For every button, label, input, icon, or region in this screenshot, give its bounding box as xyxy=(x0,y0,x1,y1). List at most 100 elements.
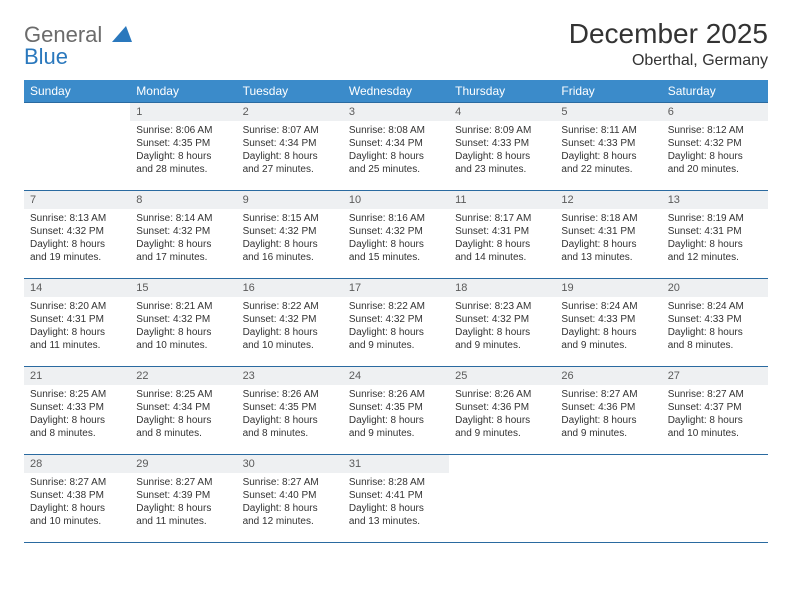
calendar-day-cell: 9Sunrise: 8:15 AMSunset: 4:32 PMDaylight… xyxy=(237,191,343,279)
calendar-day-cell: 3Sunrise: 8:08 AMSunset: 4:34 PMDaylight… xyxy=(343,103,449,191)
day-body: Sunrise: 8:21 AMSunset: 4:32 PMDaylight:… xyxy=(130,297,236,356)
day-number: 23 xyxy=(237,367,343,385)
day-info-line: Sunset: 4:32 PM xyxy=(243,313,337,326)
day-info-line: Sunset: 4:32 PM xyxy=(30,225,124,238)
day-info-line: Daylight: 8 hours xyxy=(30,238,124,251)
day-info-line: and 28 minutes. xyxy=(136,163,230,176)
logo-sail-icon xyxy=(112,26,132,42)
day-info-line: Sunset: 4:33 PM xyxy=(561,137,655,150)
day-info-line: Daylight: 8 hours xyxy=(243,150,337,163)
day-info-line: Sunrise: 8:22 AM xyxy=(349,300,443,313)
title-block: December 2025 Oberthal, Germany xyxy=(569,18,768,70)
day-info-line: Sunset: 4:37 PM xyxy=(668,401,762,414)
day-body xyxy=(24,121,130,128)
day-info-line: Sunrise: 8:25 AM xyxy=(30,388,124,401)
calendar-day-cell: 6Sunrise: 8:12 AMSunset: 4:32 PMDaylight… xyxy=(662,103,768,191)
day-info-line: Sunset: 4:34 PM xyxy=(349,137,443,150)
day-info-line: and 10 minutes. xyxy=(30,515,124,528)
day-info-line: Sunset: 4:32 PM xyxy=(243,225,337,238)
day-body: Sunrise: 8:27 AMSunset: 4:39 PMDaylight:… xyxy=(130,473,236,532)
day-info-line: Sunrise: 8:21 AM xyxy=(136,300,230,313)
calendar-week-row: 7Sunrise: 8:13 AMSunset: 4:32 PMDaylight… xyxy=(24,191,768,279)
weekday-header: Thursday xyxy=(449,80,555,103)
day-body: Sunrise: 8:20 AMSunset: 4:31 PMDaylight:… xyxy=(24,297,130,356)
day-info-line: Sunset: 4:39 PM xyxy=(136,489,230,502)
day-info-line: Sunrise: 8:11 AM xyxy=(561,124,655,137)
day-info-line: Daylight: 8 hours xyxy=(668,414,762,427)
day-info-line: and 8 minutes. xyxy=(668,339,762,352)
calendar-day-cell: 8Sunrise: 8:14 AMSunset: 4:32 PMDaylight… xyxy=(130,191,236,279)
day-info-line: Daylight: 8 hours xyxy=(349,502,443,515)
day-info-line: Daylight: 8 hours xyxy=(561,238,655,251)
day-info-line: Daylight: 8 hours xyxy=(455,238,549,251)
day-number: 18 xyxy=(449,279,555,297)
calendar-day-cell xyxy=(449,455,555,543)
day-info-line: and 16 minutes. xyxy=(243,251,337,264)
day-number: 4 xyxy=(449,103,555,121)
day-info-line: and 12 minutes. xyxy=(243,515,337,528)
day-info-line: and 15 minutes. xyxy=(349,251,443,264)
day-info-line: Sunrise: 8:13 AM xyxy=(30,212,124,225)
day-info-line: and 25 minutes. xyxy=(349,163,443,176)
day-info-line: Sunset: 4:34 PM xyxy=(136,401,230,414)
logo-word2: Blue xyxy=(24,44,68,69)
day-info-line: and 9 minutes. xyxy=(349,339,443,352)
day-info-line: Daylight: 8 hours xyxy=(30,414,124,427)
day-info-line: and 27 minutes. xyxy=(243,163,337,176)
day-number: 11 xyxy=(449,191,555,209)
day-info-line: and 19 minutes. xyxy=(30,251,124,264)
day-number: 9 xyxy=(237,191,343,209)
day-info-line: Daylight: 8 hours xyxy=(668,238,762,251)
day-info-line: Sunrise: 8:09 AM xyxy=(455,124,549,137)
day-info-line: Sunrise: 8:25 AM xyxy=(136,388,230,401)
calendar-day-cell: 14Sunrise: 8:20 AMSunset: 4:31 PMDayligh… xyxy=(24,279,130,367)
calendar-day-cell: 7Sunrise: 8:13 AMSunset: 4:32 PMDaylight… xyxy=(24,191,130,279)
day-info-line: Sunrise: 8:24 AM xyxy=(668,300,762,313)
day-info-line: Daylight: 8 hours xyxy=(243,326,337,339)
day-number: 19 xyxy=(555,279,661,297)
calendar-day-cell: 19Sunrise: 8:24 AMSunset: 4:33 PMDayligh… xyxy=(555,279,661,367)
calendar-day-cell: 13Sunrise: 8:19 AMSunset: 4:31 PMDayligh… xyxy=(662,191,768,279)
day-body: Sunrise: 8:26 AMSunset: 4:36 PMDaylight:… xyxy=(449,385,555,444)
day-body: Sunrise: 8:25 AMSunset: 4:34 PMDaylight:… xyxy=(130,385,236,444)
day-info-line: Sunset: 4:33 PM xyxy=(30,401,124,414)
day-info-line: Daylight: 8 hours xyxy=(30,502,124,515)
calendar-day-cell xyxy=(555,455,661,543)
day-info-line: and 12 minutes. xyxy=(668,251,762,264)
day-info-line: and 9 minutes. xyxy=(349,427,443,440)
day-number: 21 xyxy=(24,367,130,385)
calendar-day-cell: 24Sunrise: 8:26 AMSunset: 4:35 PMDayligh… xyxy=(343,367,449,455)
day-number: 26 xyxy=(555,367,661,385)
day-number: 14 xyxy=(24,279,130,297)
page-header: General Blue December 2025 Oberthal, Ger… xyxy=(24,18,768,70)
day-info-line: Sunrise: 8:12 AM xyxy=(668,124,762,137)
day-info-line: Sunrise: 8:26 AM xyxy=(243,388,337,401)
day-info-line: Sunrise: 8:27 AM xyxy=(30,476,124,489)
location: Oberthal, Germany xyxy=(569,52,768,70)
day-body: Sunrise: 8:09 AMSunset: 4:33 PMDaylight:… xyxy=(449,121,555,180)
day-info-line: and 9 minutes. xyxy=(561,339,655,352)
day-info-line: Sunrise: 8:08 AM xyxy=(349,124,443,137)
weekday-header: Tuesday xyxy=(237,80,343,103)
day-info-line: and 8 minutes. xyxy=(243,427,337,440)
day-info-line: Sunrise: 8:26 AM xyxy=(349,388,443,401)
day-info-line: Sunrise: 8:27 AM xyxy=(136,476,230,489)
day-info-line: and 22 minutes. xyxy=(561,163,655,176)
day-info-line: Sunset: 4:32 PM xyxy=(668,137,762,150)
day-info-line: Daylight: 8 hours xyxy=(243,414,337,427)
day-info-line: Sunrise: 8:27 AM xyxy=(561,388,655,401)
day-info-line: Daylight: 8 hours xyxy=(136,150,230,163)
day-number: 15 xyxy=(130,279,236,297)
calendar-day-cell: 23Sunrise: 8:26 AMSunset: 4:35 PMDayligh… xyxy=(237,367,343,455)
day-body xyxy=(662,473,768,480)
day-info-line: Sunset: 4:36 PM xyxy=(455,401,549,414)
day-body: Sunrise: 8:22 AMSunset: 4:32 PMDaylight:… xyxy=(343,297,449,356)
day-info-line: Daylight: 8 hours xyxy=(561,326,655,339)
day-info-line: Daylight: 8 hours xyxy=(668,326,762,339)
day-info-line: Sunset: 4:33 PM xyxy=(455,137,549,150)
day-info-line: Sunset: 4:41 PM xyxy=(349,489,443,502)
day-info-line: Sunset: 4:38 PM xyxy=(30,489,124,502)
day-number: 20 xyxy=(662,279,768,297)
weekday-header: Saturday xyxy=(662,80,768,103)
day-info-line: Sunrise: 8:16 AM xyxy=(349,212,443,225)
